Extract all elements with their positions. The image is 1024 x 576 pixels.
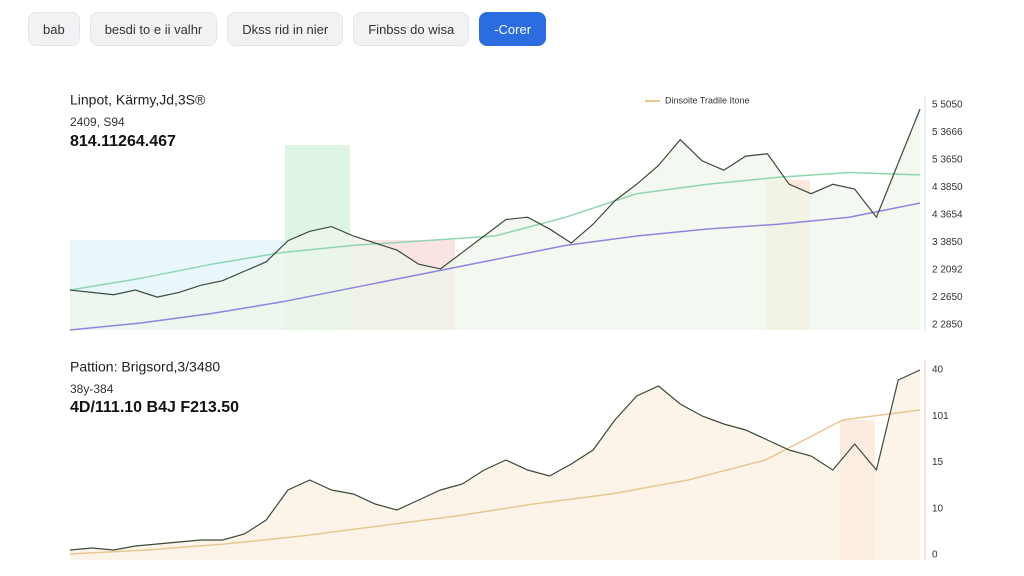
panel-title: Linpot, Kärmy,Jd,3S® <box>70 92 206 108</box>
y-axis-label: 5 3650 <box>932 155 963 166</box>
toolbar: bab besdi to e ii valhr Dkss rid in nier… <box>28 12 547 46</box>
y-axis-label: 4 3654 <box>932 210 963 221</box>
moving-average <box>69 171 921 291</box>
moving-average <box>69 409 921 555</box>
tab-button[interactable]: Finbss do wisa <box>353 12 470 46</box>
panel-title: Pattion: Brigsord,3/3480 <box>70 359 220 375</box>
y-axis-label: 0 <box>932 550 938 561</box>
tab-button[interactable]: besdi to e ii valhr <box>89 12 218 46</box>
y-axis-label: 2 2850 <box>932 320 963 331</box>
panel-subtitle: 38y-384 <box>70 382 114 396</box>
y-axis-label: 40 <box>932 365 944 376</box>
price-line <box>69 108 921 298</box>
price-line <box>69 369 921 551</box>
y-axis-label: 2 2650 <box>932 292 963 303</box>
price-area <box>70 109 920 330</box>
y-axis-label: 4 3850 <box>932 182 963 193</box>
tab-button[interactable]: Dkss rid in nier <box>227 12 344 46</box>
legend-label: Dinsoite Tradile Itone <box>665 95 750 105</box>
panel-price: 4D/111.10 B4J F213.50 <box>70 399 239 416</box>
y-axis-label: 5 5050 <box>932 100 963 111</box>
y-axis-label: 3 3850 <box>932 237 963 248</box>
y-axis-label: 101 <box>932 411 949 422</box>
panel-price: 814.11264.467 <box>70 133 176 150</box>
y-axis-label: 10 <box>932 503 944 514</box>
panel-subtitle: 2409, S94 <box>70 115 125 129</box>
y-axis-label: 2 2092 <box>932 265 963 276</box>
tab-button[interactable]: bab <box>28 12 80 46</box>
y-axis-label: 15 <box>932 457 944 468</box>
tab-button-active[interactable]: -Corer <box>479 12 547 46</box>
y-axis-label: 5 3666 <box>932 127 963 138</box>
moving-average <box>69 202 921 331</box>
